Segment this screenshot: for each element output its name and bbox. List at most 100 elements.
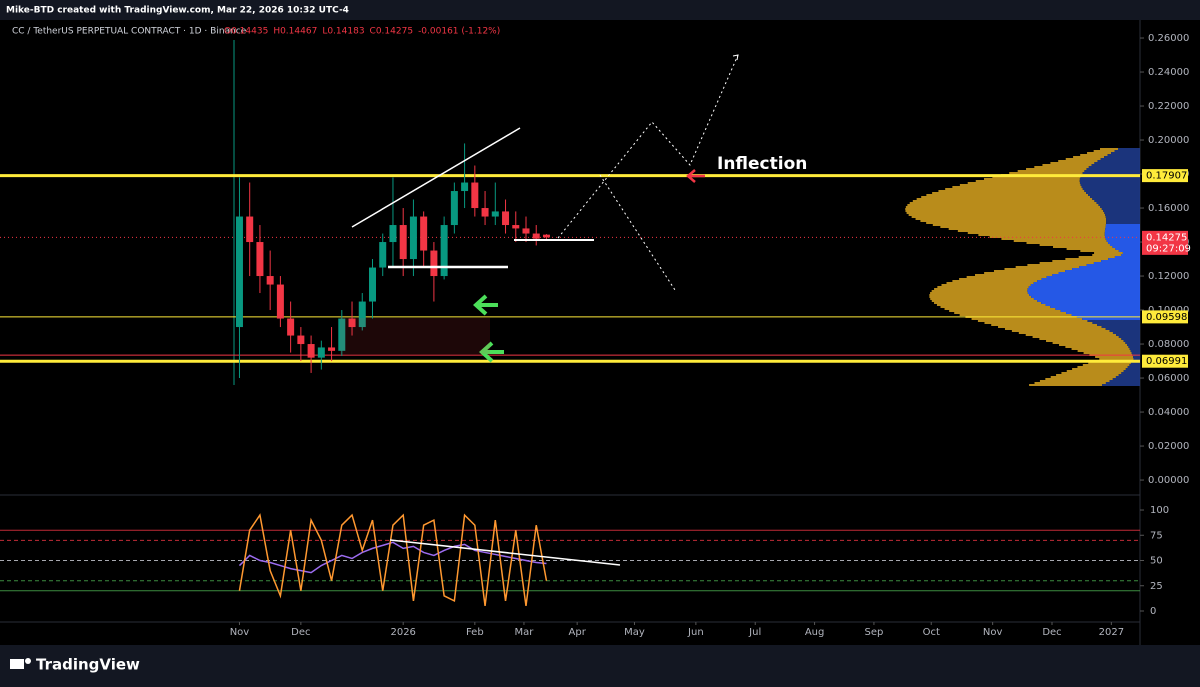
profile-row	[1030, 284, 1140, 286]
profile-row	[1042, 164, 1092, 166]
profile-row	[1050, 162, 1095, 164]
profile-row	[1125, 342, 1140, 344]
osc-tick-label: 100	[1150, 505, 1169, 516]
profile-row	[1101, 208, 1140, 210]
demand-zone	[340, 318, 490, 354]
profile-row	[934, 302, 1042, 304]
profile-row	[952, 186, 1082, 188]
drawings	[351, 54, 739, 566]
profile-row	[1084, 190, 1140, 192]
candle-body	[420, 216, 428, 251]
price-tag	[1142, 169, 1188, 183]
profile-row	[1058, 160, 1098, 162]
profile-row	[1093, 150, 1115, 152]
y-tick-label: 0.22000	[1148, 101, 1189, 112]
profile-row	[1026, 168, 1087, 170]
osc-tick-label: 50	[1150, 556, 1163, 567]
profile-row	[1071, 314, 1140, 316]
tv-logo	[10, 658, 31, 669]
candle-body	[276, 284, 284, 319]
profile-row	[905, 206, 1101, 208]
profile-row	[1018, 332, 1113, 334]
profile-row	[1094, 200, 1140, 202]
profile-row	[1108, 242, 1140, 244]
profile-row	[1027, 288, 1140, 290]
profile-row	[1101, 326, 1140, 328]
profile-row	[1127, 366, 1140, 368]
profile-row	[975, 180, 1080, 182]
profile-row	[1052, 274, 1140, 276]
profile-row	[1072, 268, 1140, 270]
candle-body	[297, 335, 305, 345]
profile-row	[1079, 182, 1140, 184]
ohlc-value: -0.00161 (-1.12%)	[418, 27, 500, 37]
candle-body	[389, 225, 397, 243]
candle-body	[246, 216, 254, 243]
profile-row	[1094, 162, 1140, 164]
candle-body	[491, 211, 499, 217]
profile-row	[1039, 338, 1122, 340]
profile-row	[1077, 366, 1128, 368]
profile-row	[905, 208, 1102, 210]
y-tick-label: 0.06000	[1148, 373, 1189, 384]
annotation: Inflection	[717, 154, 807, 174]
profile-row	[1118, 374, 1140, 376]
ohlc-value: L0.14183	[322, 27, 364, 37]
profile-row	[905, 210, 1104, 212]
profile-row	[1088, 194, 1140, 196]
profile-row	[1100, 158, 1140, 160]
profile-row	[1109, 380, 1140, 382]
x-tick-label: Feb	[466, 627, 484, 638]
profile-row	[1045, 304, 1140, 306]
credit: Mike-BTD created with TradingView.com, M…	[6, 6, 349, 16]
profile-row	[967, 232, 1105, 234]
y-tick-label: 0.00000	[1148, 475, 1189, 486]
candle-body	[379, 242, 387, 268]
profile-row	[978, 234, 1105, 236]
profile-row	[1097, 160, 1140, 162]
x-tick-label: Dec	[291, 627, 310, 638]
x-tick-label: Sep	[865, 627, 884, 638]
price-tag	[1142, 354, 1188, 368]
profile-row	[1082, 188, 1140, 190]
profile-row	[1129, 364, 1140, 366]
profile-row	[1082, 172, 1140, 174]
profile-row	[1109, 330, 1140, 332]
y-tick-label: 0.08000	[1148, 339, 1189, 350]
candle-body	[317, 347, 325, 358]
plot: CC / TetherUS PERPETUAL CONTRACT · 1D · …	[0, 27, 1191, 638]
profile-row	[1087, 320, 1140, 322]
profile-row	[967, 182, 1080, 184]
profile-row	[1104, 230, 1140, 232]
profile-row	[1130, 350, 1140, 352]
profile-row	[934, 288, 1028, 290]
y-tick-label: 0.24000	[1148, 67, 1189, 78]
profile-row	[1031, 296, 1140, 298]
profile-row	[1056, 374, 1119, 376]
price-tag	[1142, 230, 1188, 255]
profile-row	[1112, 378, 1140, 380]
green-arrow	[473, 294, 498, 316]
brand: TradingView	[36, 656, 140, 674]
profile-row	[1102, 384, 1140, 386]
profile-row	[1105, 236, 1140, 238]
profile-row	[1098, 204, 1140, 206]
x-tick-label: Jul	[748, 627, 761, 638]
profile-row	[1108, 258, 1140, 260]
profile-row	[1100, 206, 1140, 208]
candle-body	[430, 250, 438, 277]
profile-row	[1105, 382, 1140, 384]
profile-row	[1123, 340, 1140, 342]
profile-row	[1092, 198, 1140, 200]
y-tick-label: 0.16000	[1148, 203, 1189, 214]
profile-row	[1106, 220, 1140, 222]
x-tick-label: Nov	[983, 627, 1003, 638]
profile-row	[1046, 276, 1140, 278]
profile-row	[1112, 332, 1140, 334]
profile-row	[1034, 166, 1089, 168]
profile-row	[1080, 184, 1140, 186]
candle-body	[368, 267, 376, 302]
profile-row	[940, 226, 1106, 228]
profile-row	[1028, 286, 1140, 288]
